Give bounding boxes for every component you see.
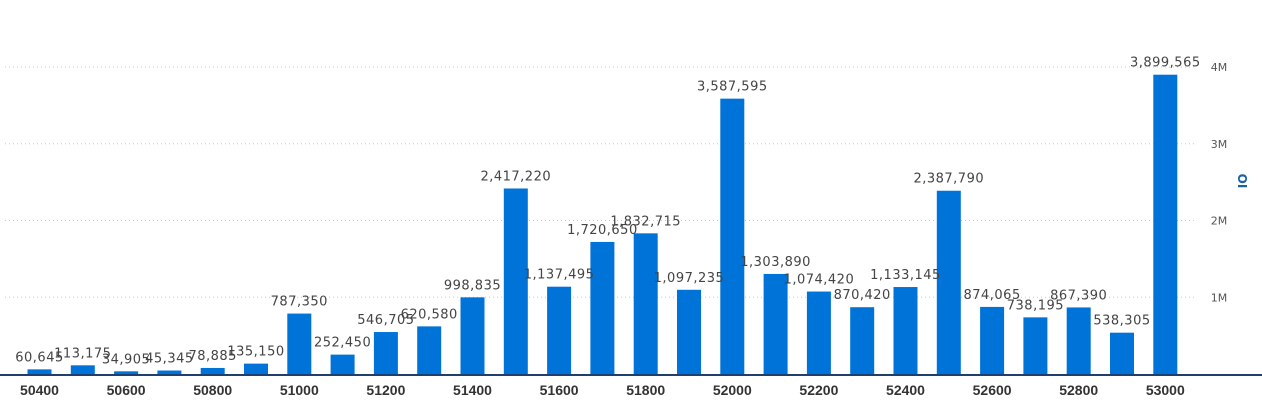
bar-52500 <box>936 190 961 374</box>
bar-50900 <box>244 363 268 374</box>
bar-51100 <box>330 354 355 374</box>
y-axis-label: OI <box>1235 174 1249 189</box>
bar-50700 <box>157 370 182 374</box>
data-label-51700: 1,720,650 <box>567 223 638 238</box>
x-axis-ticks: 50400 50600 50800 51000 51200 51400 51600 51800… <box>20 382 1185 398</box>
bar-50800 <box>200 367 225 374</box>
bars <box>27 74 1178 375</box>
x-tick-label-51000: 51000 <box>280 382 319 398</box>
data-label-52900: 538,305 <box>1093 314 1150 329</box>
data-label-52200: 1,074,420 <box>784 273 855 288</box>
data-label-51500: 2,417,220 <box>480 169 551 184</box>
y-tick-label: 4M <box>1211 61 1228 74</box>
x-tick-label-52800: 52800 <box>1059 382 1098 398</box>
bar-52300 <box>850 307 875 374</box>
x-tick-label-51800: 51800 <box>626 382 665 398</box>
data-label-50700: 45,345 <box>145 352 194 367</box>
bar-51300 <box>417 326 442 374</box>
data-label-52300: 870,420 <box>834 288 891 303</box>
data-label-50900: 135,150 <box>227 345 284 360</box>
y-axis-ticks: 1M 2M 3M 4M <box>1211 61 1228 304</box>
data-label-51900: 1,097,235 <box>654 271 725 286</box>
bar-52800 <box>1066 307 1091 374</box>
bar-51200 <box>373 332 398 374</box>
bar-52600 <box>980 306 1005 374</box>
data-label-53000: 3,899,565 <box>1130 56 1201 71</box>
x-tick-label-53000: 53000 <box>1146 382 1185 398</box>
bar-53000 <box>1153 74 1178 375</box>
data-label-52000: 3,587,595 <box>697 80 768 95</box>
y-tick-label: 1M <box>1211 291 1228 304</box>
x-tick-label-51600: 51600 <box>540 382 579 398</box>
x-tick-label-52200: 52200 <box>799 382 838 398</box>
data-label-51300: 620,580 <box>401 307 458 322</box>
bar-51700 <box>590 241 615 374</box>
bar-52400 <box>893 287 918 374</box>
data-label-50500: 113,175 <box>54 346 111 361</box>
data-label-52700: 738,195 <box>1007 298 1064 313</box>
bar-50500 <box>70 365 95 374</box>
data-label-51000: 787,350 <box>271 295 328 310</box>
top-blank-panel <box>568 0 738 14</box>
bar-52100 <box>763 273 788 374</box>
bar-50600 <box>114 371 139 374</box>
x-tick-label-50800: 50800 <box>193 382 232 398</box>
data-label-52600: 874,065 <box>963 288 1020 303</box>
x-tick-label-50600: 50600 <box>107 382 146 398</box>
bar-52900 <box>1110 332 1134 374</box>
x-tick-label-52400: 52400 <box>886 382 925 398</box>
data-label-52500: 2,387,790 <box>913 172 984 187</box>
data-label-50400: 60,645 <box>15 350 64 365</box>
bar-51900 <box>677 289 701 374</box>
bar-52000 <box>720 98 745 374</box>
bar-51400 <box>460 297 485 374</box>
data-label-51100: 252,450 <box>314 336 371 351</box>
data-label-52100: 1,303,890 <box>740 255 811 270</box>
x-tick-label-50400: 50400 <box>20 382 59 398</box>
x-tick-label-51200: 51200 <box>366 382 405 398</box>
data-label-52400: 1,133,145 <box>870 268 941 283</box>
data-label-51400: 998,835 <box>444 278 501 293</box>
data-label-51800: 1,832,715 <box>610 214 681 229</box>
bar-51500 <box>503 188 528 374</box>
data-label-52800: 867,390 <box>1050 288 1107 303</box>
y-tick-label: 2M <box>1211 215 1228 228</box>
bar-52700 <box>1023 317 1048 374</box>
data-label-51200: 546,705 <box>357 313 414 328</box>
bar-50400 <box>27 369 52 374</box>
data-label-51600: 1,137,495 <box>524 268 595 283</box>
bar-51000 <box>287 313 312 374</box>
x-tick-label-52000: 52000 <box>713 382 752 398</box>
data-label-50600: 34,905 <box>102 352 151 367</box>
x-tick-label-51400: 51400 <box>453 382 492 398</box>
bar-52200 <box>806 291 831 374</box>
x-tick-label-52600: 52600 <box>973 382 1012 398</box>
data-label-50800: 78,885 <box>188 349 237 364</box>
bar-51600 <box>547 286 572 374</box>
bar-51800 <box>633 233 658 374</box>
y-tick-label: 3M <box>1211 138 1228 151</box>
